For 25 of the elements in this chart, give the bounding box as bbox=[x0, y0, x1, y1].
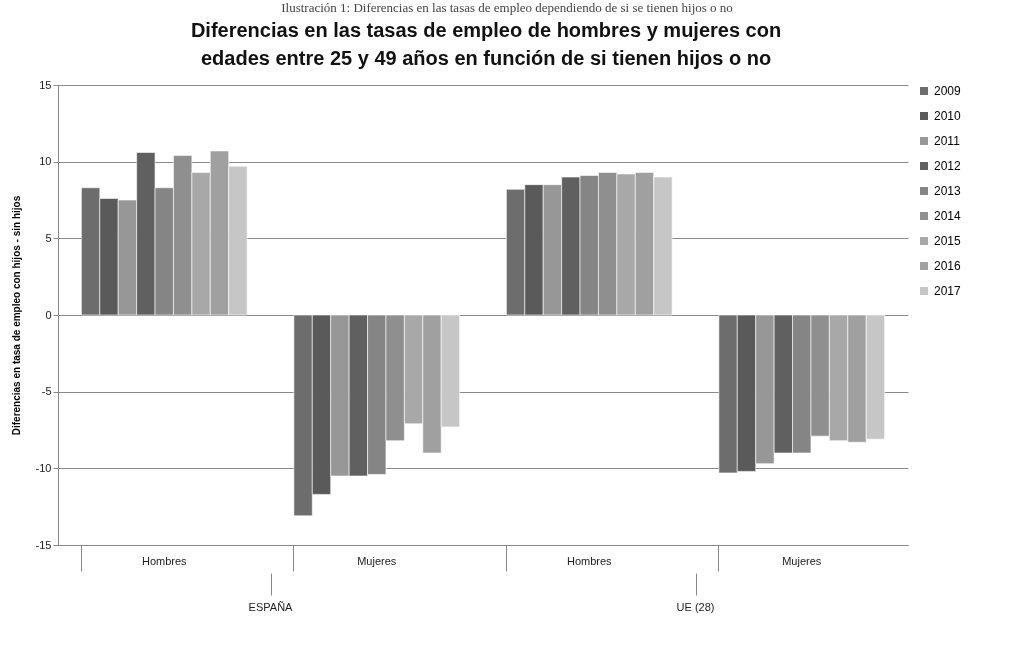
text: Ilustración 1: Diferencias en las tasas de empleo dependiendo de si se tienen hijos o no bbox=[280, 0, 734, 16]
y-tick-label: -5 bbox=[41, 385, 52, 398]
x-tick-label: Mujeres bbox=[357, 554, 397, 567]
y-tick-label: 5 bbox=[45, 231, 52, 244]
text: UE (28) bbox=[676, 601, 715, 613]
x-tick-label: Mujeres bbox=[782, 554, 822, 567]
legend-label: 2013 bbox=[934, 184, 962, 198]
x-tick-label: Hombres bbox=[141, 554, 188, 567]
legend-label: 2011 bbox=[934, 134, 961, 148]
legend-label: 2014 bbox=[934, 209, 962, 223]
x-tick-label: Hombres bbox=[566, 554, 613, 567]
chart-title: Diferencias en las tasas de empleo de hombres y mujeres con edades entre 25 y 49 años en función de si tienen hijos o no bbox=[190, 19, 782, 69]
y-tick-label: 10 bbox=[39, 155, 52, 168]
y-tick-label: -10 bbox=[35, 461, 52, 474]
y-axis-title: Diferencias en tasa de empleo con hijos - sin hijos bbox=[10, 195, 22, 436]
legend-label: 2010 bbox=[934, 109, 962, 123]
legend-label: 2012 bbox=[934, 159, 962, 173]
y-tick-label: 15 bbox=[39, 78, 52, 91]
y-tick-label: -15 bbox=[35, 538, 52, 551]
legend-label: 2009 bbox=[934, 84, 962, 98]
legend-label: 2017 bbox=[934, 284, 962, 298]
y-tick-label: 0 bbox=[45, 308, 52, 321]
text: ESPAÑA bbox=[248, 601, 294, 613]
legend-label: 2015 bbox=[934, 234, 962, 248]
legend-label: 2016 bbox=[934, 259, 962, 273]
